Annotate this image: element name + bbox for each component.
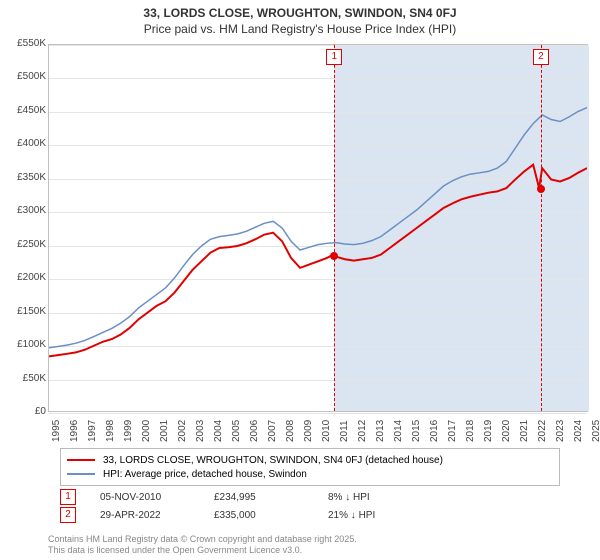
y-tick-label: £200K [4,272,46,283]
y-tick-label: £350K [4,172,46,183]
x-tick-label: 2001 [159,420,170,442]
x-tick-label: 2008 [285,420,296,442]
x-tick-label: 2009 [303,420,314,442]
y-tick-label: £0 [4,406,46,417]
marker-box-2: 2 [533,49,549,65]
y-tick-label: £400K [4,138,46,149]
legend-swatch-hpi [67,473,95,475]
y-tick-label: £100K [4,339,46,350]
x-tick-label: 2000 [141,420,152,442]
event-date-1: 05-NOV-2010 [100,492,190,503]
footer-line1: Contains HM Land Registry data © Crown c… [48,534,357,545]
gridline [49,413,587,414]
event-delta-1: 8% ↓ HPI [328,492,370,503]
x-tick-label: 2014 [393,420,404,442]
y-tick-label: £50K [4,373,46,384]
series-hpi [49,108,587,348]
x-tick-label: 1997 [87,420,98,442]
x-tick-label: 2003 [195,420,206,442]
legend-item-hpi: HPI: Average price, detached house, Swin… [67,467,553,481]
chart-container: 33, LORDS CLOSE, WROUGHTON, SWINDON, SN4… [0,0,600,560]
x-tick-label: 2017 [447,420,458,442]
x-tick-label: 2013 [375,420,386,442]
x-tick-label: 1999 [123,420,134,442]
sale-point-1 [330,252,338,260]
chart-title-line1: 33, LORDS CLOSE, WROUGHTON, SWINDON, SN4… [0,6,600,20]
x-tick-label: 2010 [321,420,332,442]
marker-line-2 [541,45,542,411]
legend-item-property: 33, LORDS CLOSE, WROUGHTON, SWINDON, SN4… [67,453,553,467]
y-tick-label: £450K [4,105,46,116]
event-price-2: £335,000 [214,510,304,521]
x-tick-label: 2005 [231,420,242,442]
line-plot-svg [49,45,587,411]
series-property [49,165,587,357]
legend-label-hpi: HPI: Average price, detached house, Swin… [103,469,307,480]
x-tick-label: 1995 [51,420,62,442]
event-row-2: 2 29-APR-2022 £335,000 21% ↓ HPI [60,506,375,524]
y-tick-label: £250K [4,239,46,250]
y-tick-label: £300K [4,205,46,216]
chart-title-line2: Price paid vs. HM Land Registry's House … [0,22,600,36]
x-tick-label: 2007 [267,420,278,442]
x-tick-label: 1998 [105,420,116,442]
x-tick-label: 2021 [519,420,530,442]
event-marker-1: 1 [60,489,76,505]
x-tick-label: 2019 [483,420,494,442]
x-tick-label: 2011 [339,420,350,442]
x-tick-label: 1996 [69,420,80,442]
event-marker-2: 2 [60,507,76,523]
events-table: 1 05-NOV-2010 £234,995 8% ↓ HPI 2 29-APR… [60,488,375,524]
event-row-1: 1 05-NOV-2010 £234,995 8% ↓ HPI [60,488,375,506]
x-tick-label: 2016 [429,420,440,442]
title-block: 33, LORDS CLOSE, WROUGHTON, SWINDON, SN4… [0,0,600,36]
marker-box-1: 1 [326,49,342,65]
legend: 33, LORDS CLOSE, WROUGHTON, SWINDON, SN4… [60,448,560,486]
x-tick-label: 2004 [213,420,224,442]
x-tick-label: 2015 [411,420,422,442]
x-tick-label: 2020 [501,420,512,442]
y-tick-label: £500K [4,71,46,82]
footer: Contains HM Land Registry data © Crown c… [48,534,357,556]
x-tick-label: 2018 [465,420,476,442]
footer-line2: This data is licensed under the Open Gov… [48,545,357,556]
event-date-2: 29-APR-2022 [100,510,190,521]
event-price-1: £234,995 [214,492,304,503]
sale-point-2 [537,185,545,193]
x-tick-label: 2023 [555,420,566,442]
y-tick-label: £550K [4,38,46,49]
x-tick-label: 2024 [573,420,584,442]
x-tick-label: 2012 [357,420,368,442]
event-delta-2: 21% ↓ HPI [328,510,375,521]
plot-area: 12 [48,44,588,412]
legend-swatch-property [67,459,95,461]
x-tick-label: 2006 [249,420,260,442]
marker-line-1 [334,45,335,411]
x-tick-label: 2022 [537,420,548,442]
legend-label-property: 33, LORDS CLOSE, WROUGHTON, SWINDON, SN4… [103,455,443,466]
y-tick-label: £150K [4,306,46,317]
x-tick-label: 2025 [591,420,600,442]
x-tick-label: 2002 [177,420,188,442]
